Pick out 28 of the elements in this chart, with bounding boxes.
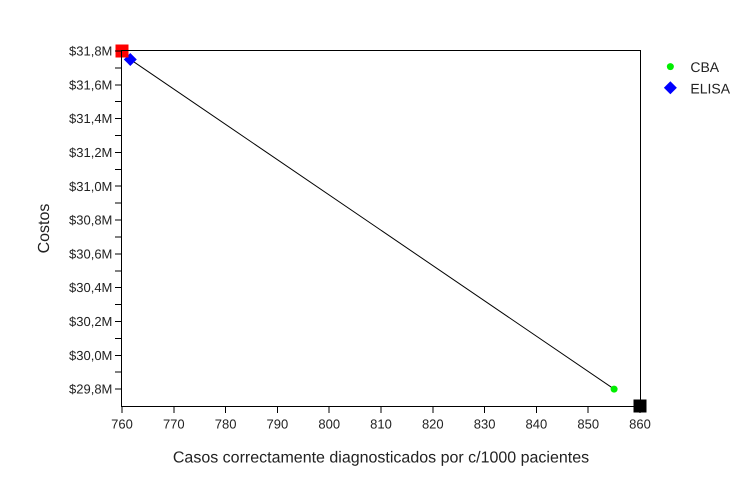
x-tick-label: 780 [214, 416, 236, 432]
y-tick-label: $29,8M [69, 382, 112, 397]
point [124, 52, 137, 66]
x-tick-label: 840 [526, 416, 548, 432]
x-tick-label: 850 [577, 416, 600, 432]
y-tick-label: $30,0M [69, 348, 112, 363]
legend-label: CBA [690, 59, 720, 76]
y-tick-label: $31,6M [69, 77, 112, 92]
y-tick-label: $31,2M [69, 144, 112, 160]
y-tick-label: $30,4M [69, 280, 112, 296]
y-tick-label: $30,2M [69, 314, 112, 330]
x-tick-label: 790 [266, 416, 288, 432]
x-tick-label: 830 [474, 416, 496, 432]
legend-label: ELISA [690, 80, 731, 96]
y-tick-label: $31,0M [69, 178, 112, 194]
y-tick-label: $31,4M [69, 111, 112, 126]
x-tick-label: 800 [318, 416, 340, 432]
x-tick-label: 810 [370, 416, 392, 432]
x-tick-label: 770 [162, 416, 185, 432]
x-tick-label: 860 [629, 416, 651, 432]
point [610, 386, 618, 393]
x-axis-title: Casos correctamente diagnosticados por c/1000 pacientes [172, 449, 590, 466]
x-tick-label: 760 [111, 416, 133, 432]
x-tick-label: 820 [422, 416, 444, 432]
y-tick-label: $30,8M [69, 212, 112, 228]
y-tick-label: $31,8M [69, 44, 112, 59]
y-tick-label: $30,6M [69, 246, 112, 262]
y-axis-title: Costos [36, 204, 53, 254]
